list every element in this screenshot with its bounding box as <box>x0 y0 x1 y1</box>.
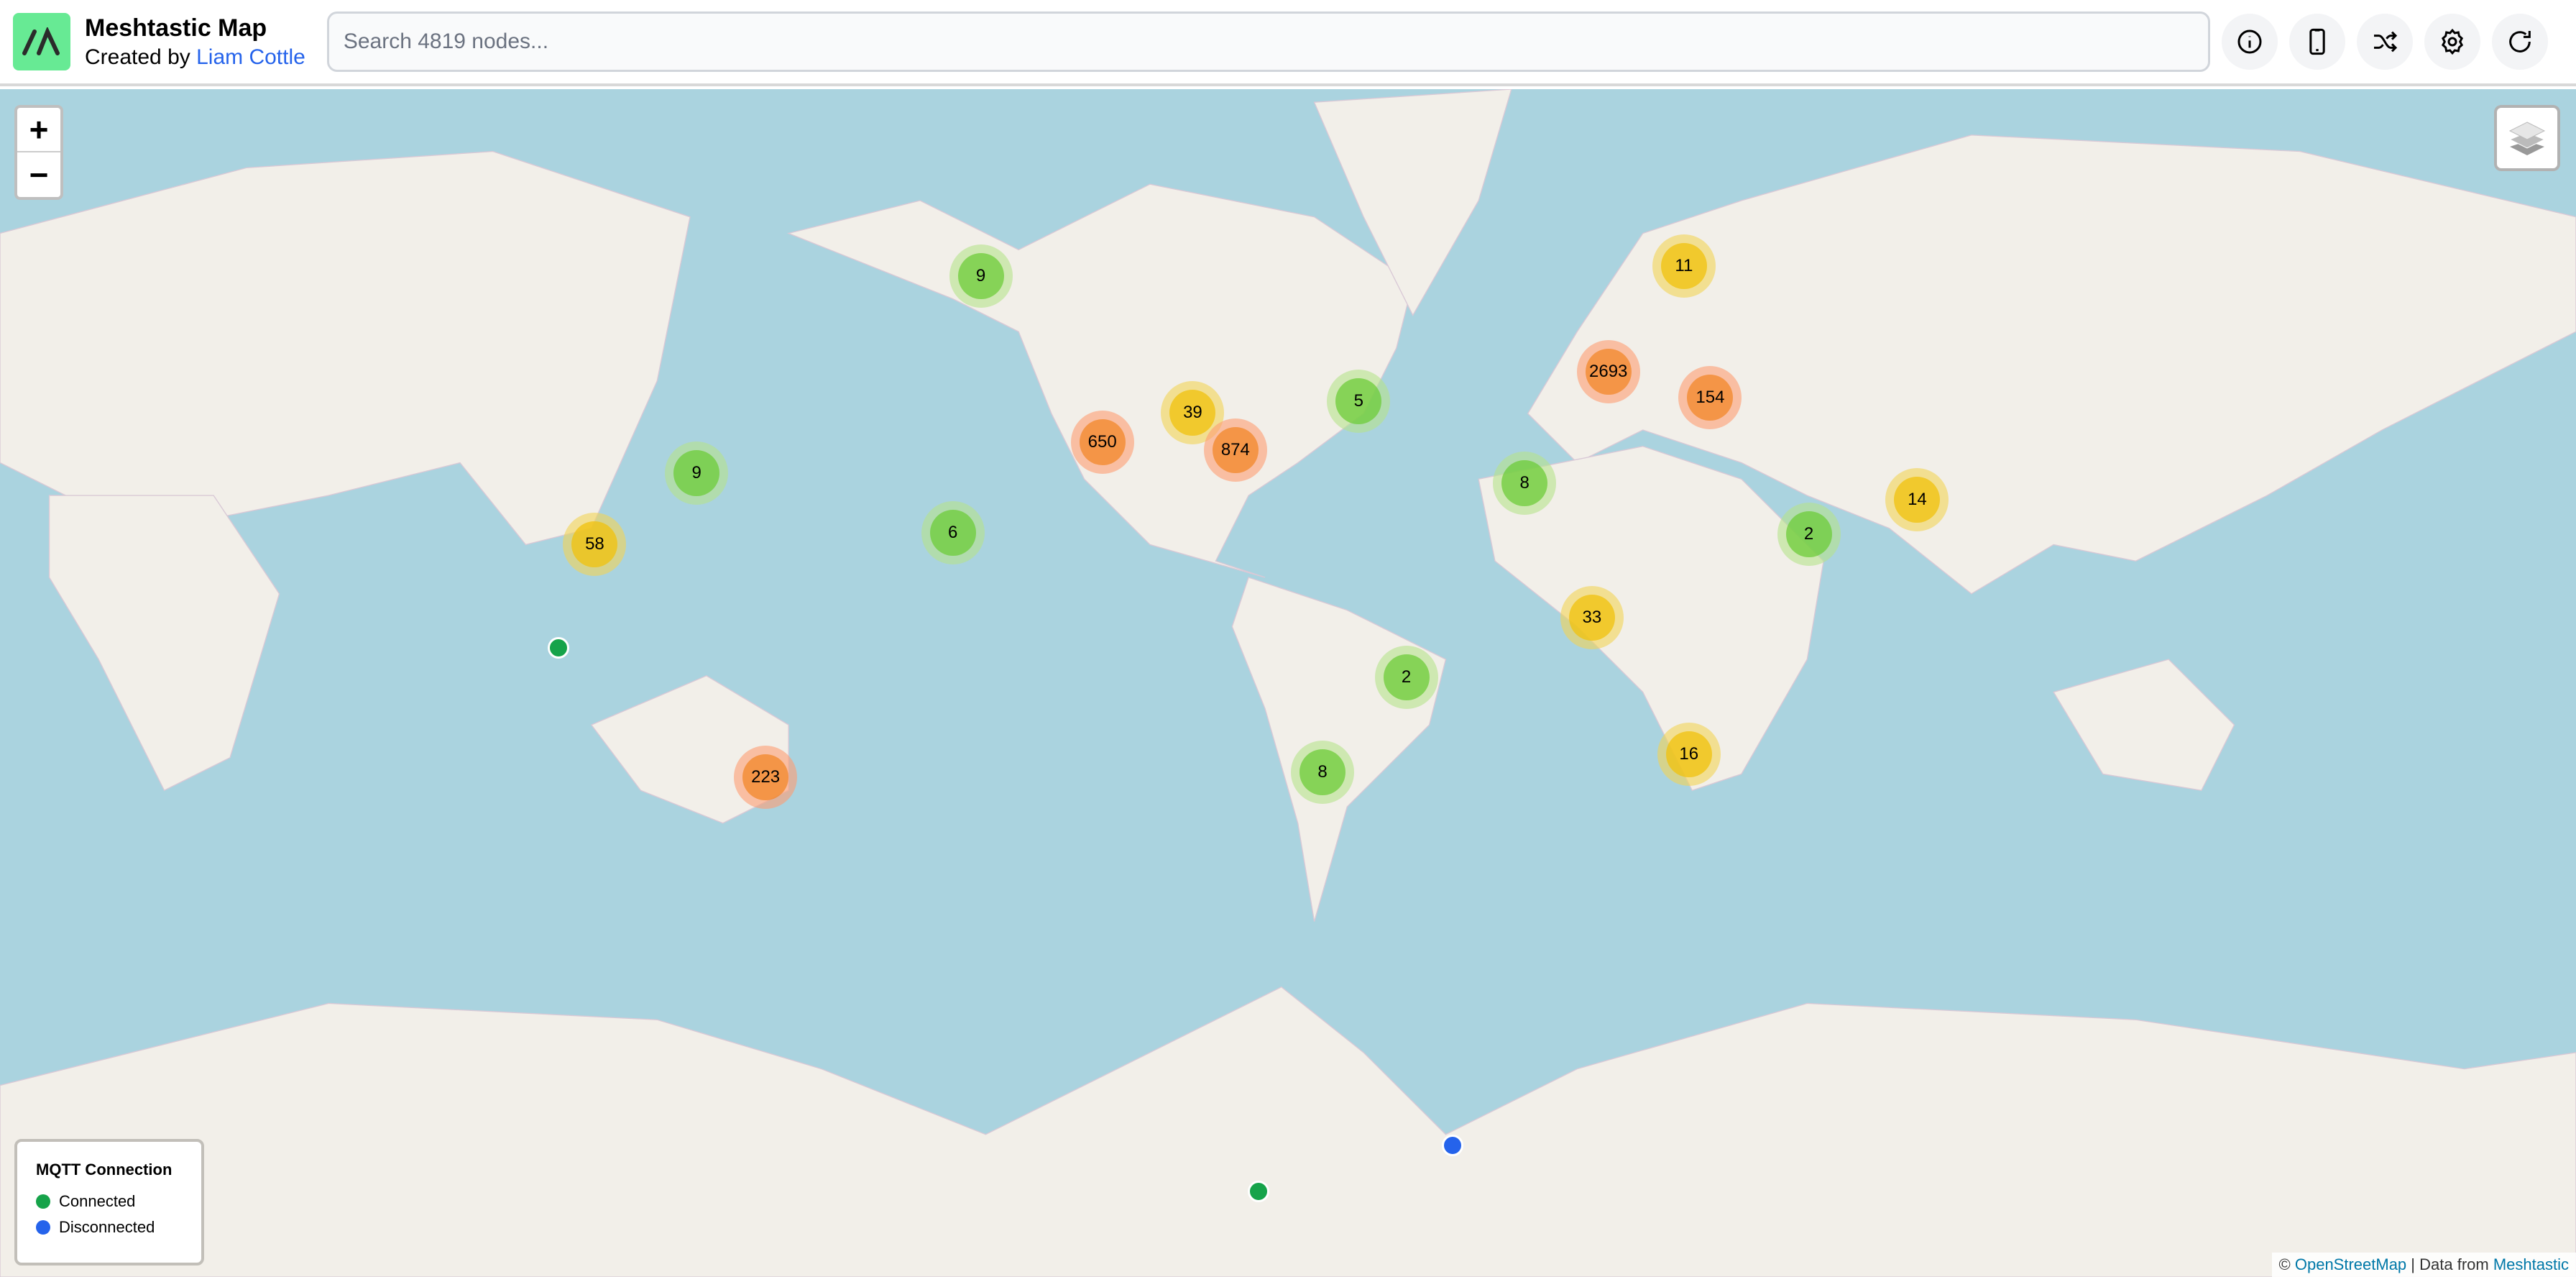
info-icon <box>2237 29 2262 54</box>
gear-icon <box>2441 28 2463 55</box>
layers-icon <box>2508 122 2546 155</box>
cluster-count: 11 <box>1660 243 1707 290</box>
node-cluster[interactable]: 33 <box>1560 586 1624 650</box>
node-cluster[interactable]: 874 <box>1203 418 1267 482</box>
refresh-icon <box>2509 31 2531 52</box>
cluster-count: 33 <box>1568 595 1615 641</box>
disconnected-dot-icon <box>36 1220 50 1235</box>
cluster-count: 39 <box>1169 389 1216 436</box>
node-cluster[interactable]: 11 <box>1652 234 1716 298</box>
cluster-count: 223 <box>742 754 789 801</box>
cluster-count: 2 <box>1785 511 1832 557</box>
connected-dot-icon <box>36 1194 50 1209</box>
mqtt-legend: MQTT Connection Connected Disconnected <box>14 1139 204 1265</box>
node-cluster[interactable]: 58 <box>563 512 627 576</box>
node-cluster[interactable]: 2693 <box>1576 339 1640 403</box>
node-cluster[interactable]: 6 <box>921 500 985 564</box>
node-cluster[interactable]: 650 <box>1070 410 1134 474</box>
cluster-count: 5 <box>1335 377 1382 424</box>
layers-button[interactable] <box>2494 105 2560 171</box>
node-cluster[interactable]: 9 <box>665 441 729 505</box>
cluster-count: 154 <box>1687 375 1734 421</box>
zoom-out-button[interactable]: − <box>29 156 49 193</box>
refresh-button[interactable] <box>2491 14 2548 70</box>
phone-button[interactable] <box>2288 14 2345 70</box>
attribution: © OpenStreetMap | Data from Meshtastic <box>2271 1253 2576 1277</box>
node-cluster[interactable]: 2 <box>1777 502 1841 566</box>
node-cluster[interactable]: 154 <box>1678 366 1742 430</box>
cluster-count: 8 <box>1501 460 1548 506</box>
cluster-count: 8 <box>1300 749 1346 796</box>
search-input[interactable] <box>326 12 2210 72</box>
node-cluster[interactable]: 223 <box>734 746 798 810</box>
subtitle-prefix: Created by <box>85 45 190 69</box>
phone-icon <box>2309 28 2325 55</box>
node-cluster[interactable]: 8 <box>1291 741 1354 805</box>
meshtastic-logo[interactable] <box>13 13 70 70</box>
cluster-count: 874 <box>1212 427 1259 474</box>
shuffle-icon <box>2373 31 2397 52</box>
shuffle-button[interactable] <box>2356 14 2413 70</box>
openstreetmap-link[interactable]: OpenStreetMap <box>2294 1255 2407 1273</box>
zoom-in-button[interactable]: + <box>17 108 60 152</box>
node-cluster[interactable]: 8 <box>1493 452 1557 515</box>
meshtastic-link[interactable]: Meshtastic <box>2493 1255 2569 1273</box>
cluster-count: 2 <box>1383 654 1430 700</box>
cluster-count: 16 <box>1665 731 1712 778</box>
cluster-count: 58 <box>571 521 618 567</box>
cluster-count: 14 <box>1894 476 1941 523</box>
node-cluster[interactable]: 16 <box>1657 723 1721 787</box>
author-link[interactable]: Liam Cottle <box>196 45 305 69</box>
legend-item-disconnected: Disconnected <box>36 1218 183 1237</box>
settings-button[interactable] <box>2424 14 2480 70</box>
legend-item-connected: Connected <box>36 1192 183 1211</box>
world-map[interactable]: + − 9 11 2693 154 5 39 650 874 9 8 58 6 2 14 33 2 223 8 16… <box>0 89 2576 1277</box>
cluster-count: 9 <box>673 450 720 497</box>
subtitle: Created by Liam Cottle <box>85 45 305 70</box>
map-tiles <box>0 89 2576 1277</box>
zoom-control: + − <box>14 105 63 200</box>
cluster-count: 650 <box>1079 418 1126 465</box>
node-cluster[interactable]: 5 <box>1327 369 1391 433</box>
node-marker-connected[interactable] <box>548 637 569 659</box>
node-cluster[interactable]: 14 <box>1885 467 1949 531</box>
legend-title: MQTT Connection <box>36 1161 172 1178</box>
cluster-count: 6 <box>929 509 976 556</box>
app-title: Meshtastic Map <box>85 14 267 42</box>
cluster-count: 9 <box>957 253 1004 299</box>
info-button[interactable] <box>2221 14 2278 70</box>
node-marker-connected[interactable] <box>1248 1181 1269 1202</box>
header: Meshtastic Map Created by Liam Cottle <box>0 0 2576 86</box>
node-cluster[interactable]: 2 <box>1374 645 1438 709</box>
cluster-count: 2693 <box>1585 348 1632 395</box>
node-cluster[interactable]: 9 <box>949 244 1013 308</box>
node-marker-disconnected[interactable] <box>1442 1135 1463 1156</box>
